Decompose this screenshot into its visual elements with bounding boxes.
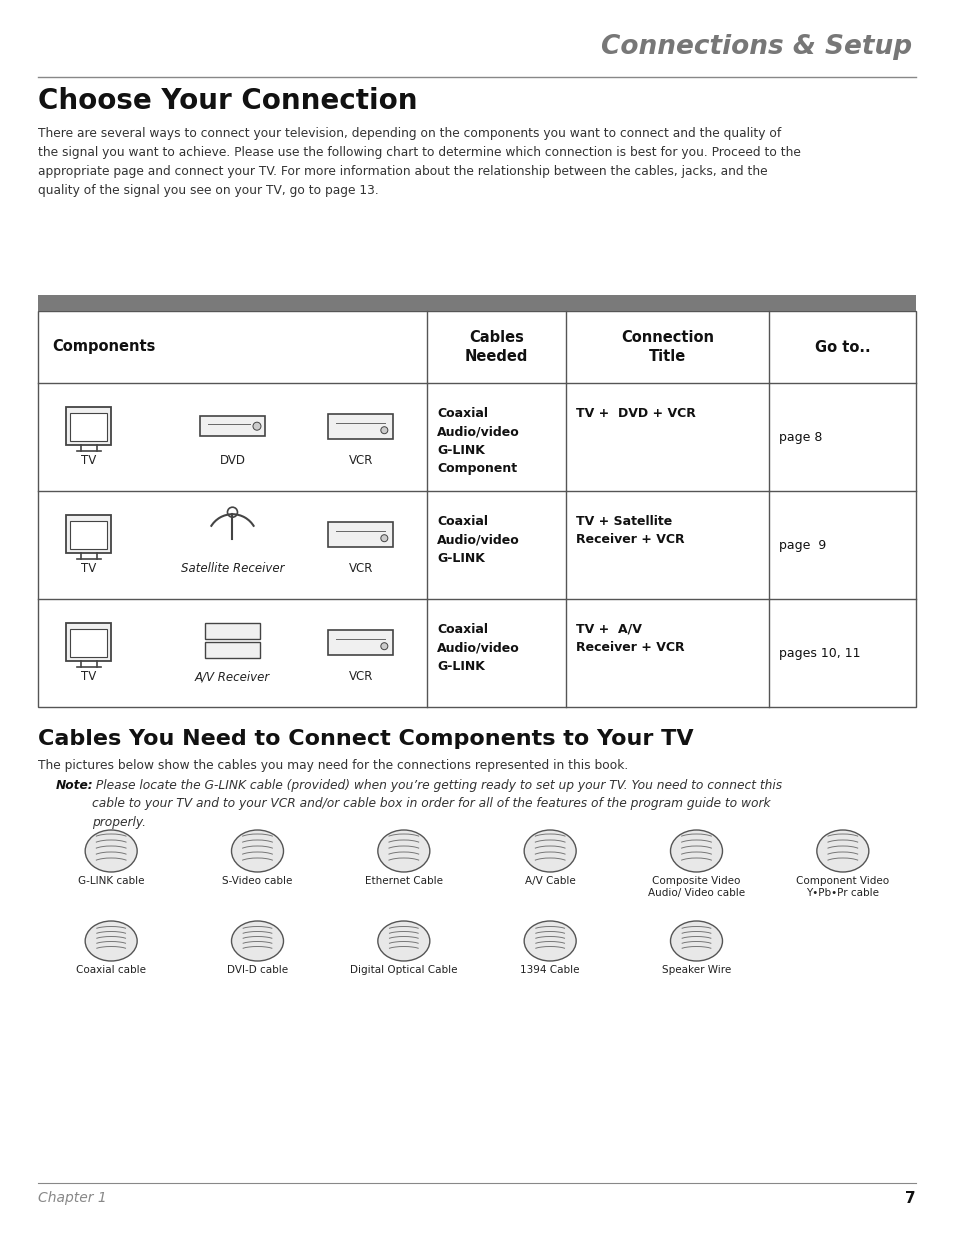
Circle shape: [253, 422, 261, 430]
Text: G-LINK cable: G-LINK cable: [78, 876, 144, 885]
Text: Components: Components: [52, 340, 155, 354]
Text: A/V Cable: A/V Cable: [524, 876, 575, 885]
Bar: [200, 416, 265, 436]
Text: 1394 Cable: 1394 Cable: [520, 965, 579, 974]
Bar: [38, 311, 915, 706]
Bar: [38, 295, 915, 311]
Text: VCR: VCR: [348, 454, 373, 467]
Ellipse shape: [85, 830, 137, 872]
Bar: [205, 624, 260, 640]
Text: Cables You Need to Connect Components to Your TV: Cables You Need to Connect Components to…: [38, 729, 693, 748]
Text: VCR: VCR: [348, 671, 373, 683]
Text: TV: TV: [81, 562, 96, 576]
Text: page 8: page 8: [779, 431, 821, 443]
Text: Go to..: Go to..: [814, 340, 869, 354]
Bar: [70, 521, 107, 550]
Text: Note:: Note:: [56, 779, 93, 792]
Text: Coaxial cable: Coaxial cable: [76, 965, 146, 974]
Bar: [70, 414, 107, 441]
Text: DVI-D cable: DVI-D cable: [227, 965, 288, 974]
Text: Coaxial
Audio/video
G-LINK: Coaxial Audio/video G-LINK: [436, 622, 519, 673]
Ellipse shape: [523, 830, 576, 872]
Text: TV + Satellite
Receiver + VCR: TV + Satellite Receiver + VCR: [575, 515, 683, 546]
Ellipse shape: [670, 921, 721, 961]
Ellipse shape: [85, 921, 137, 961]
Circle shape: [380, 427, 388, 433]
Ellipse shape: [523, 921, 576, 961]
Bar: [328, 414, 393, 438]
Text: Digital Optical Cable: Digital Optical Cable: [350, 965, 457, 974]
Text: TV +  DVD + VCR: TV + DVD + VCR: [575, 406, 695, 420]
Text: TV +  A/V
Receiver + VCR: TV + A/V Receiver + VCR: [575, 622, 683, 655]
Text: Chapter 1: Chapter 1: [38, 1191, 107, 1205]
Text: VCR: VCR: [348, 562, 373, 576]
Ellipse shape: [232, 830, 283, 872]
Text: S-Video cable: S-Video cable: [222, 876, 293, 885]
Ellipse shape: [377, 921, 430, 961]
Text: DVD: DVD: [219, 454, 245, 467]
Text: Cables
Needed: Cables Needed: [464, 330, 527, 364]
Bar: [328, 630, 393, 655]
Text: Composite Video
Audio/ Video cable: Composite Video Audio/ Video cable: [647, 876, 744, 898]
Text: A/V Receiver: A/V Receiver: [194, 671, 270, 683]
Text: pages 10, 11: pages 10, 11: [779, 646, 860, 659]
Ellipse shape: [232, 921, 283, 961]
Text: Connections & Setup: Connections & Setup: [600, 35, 911, 61]
Text: Coaxial
Audio/video
G-LINK
Component: Coaxial Audio/video G-LINK Component: [436, 406, 519, 475]
Ellipse shape: [670, 830, 721, 872]
Bar: [66, 624, 111, 661]
Circle shape: [380, 535, 388, 542]
Text: TV: TV: [81, 671, 96, 683]
Ellipse shape: [816, 830, 868, 872]
Text: The pictures below show the cables you may need for the connections represented : The pictures below show the cables you m…: [38, 760, 628, 772]
Text: TV: TV: [81, 454, 96, 467]
Text: page  9: page 9: [779, 538, 825, 552]
Text: Satellite Receiver: Satellite Receiver: [180, 562, 284, 576]
Bar: [70, 629, 107, 657]
Text: Speaker Wire: Speaker Wire: [661, 965, 730, 974]
Text: Ethernet Cable: Ethernet Cable: [364, 876, 442, 885]
Text: There are several ways to connect your television, depending on the components y: There are several ways to connect your t…: [38, 127, 800, 198]
Bar: [66, 408, 111, 445]
Text: Coaxial
Audio/video
G-LINK: Coaxial Audio/video G-LINK: [436, 515, 519, 564]
Text: Component Video
Y•Pb•Pr cable: Component Video Y•Pb•Pr cable: [796, 876, 888, 898]
Bar: [205, 642, 260, 658]
Bar: [328, 521, 393, 547]
Text: Please locate the G-LINK cable (provided) when you’re getting ready to set up yo: Please locate the G-LINK cable (provided…: [91, 779, 781, 829]
Circle shape: [380, 642, 388, 650]
Bar: [66, 515, 111, 553]
Text: Connection
Title: Connection Title: [620, 330, 713, 364]
Text: 7: 7: [904, 1191, 915, 1207]
Ellipse shape: [377, 830, 430, 872]
Text: Choose Your Connection: Choose Your Connection: [38, 86, 417, 115]
